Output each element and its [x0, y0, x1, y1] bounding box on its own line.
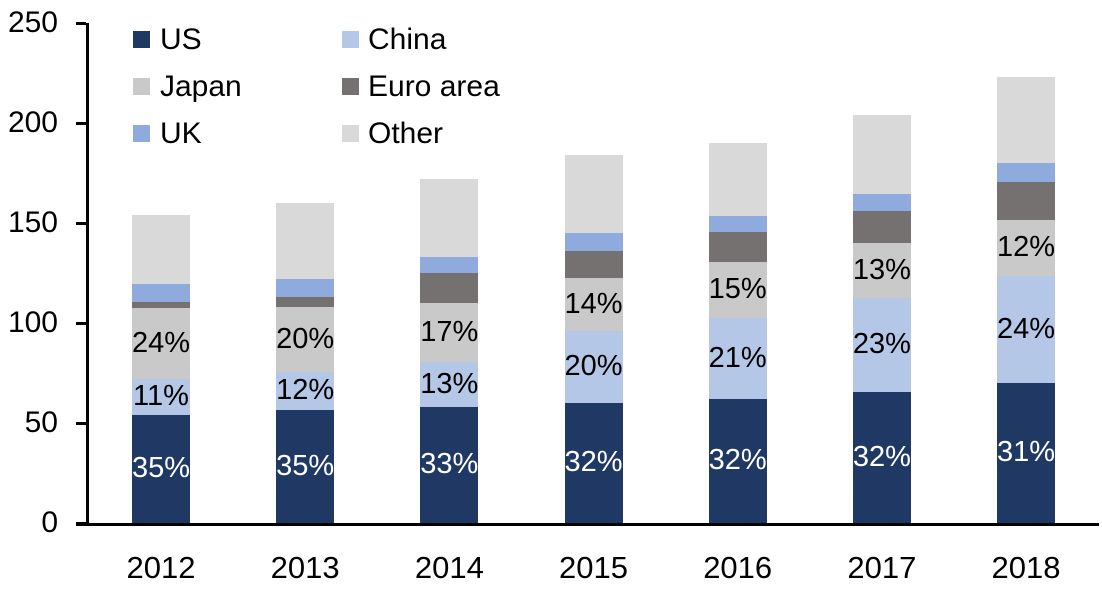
bar-segment-label: 24%	[996, 312, 1056, 345]
bar-segment-label: 13%	[852, 253, 911, 286]
y-tick-label: 250	[7, 6, 58, 39]
y-tick-mark	[76, 222, 86, 225]
x-tick-label: 2013	[270, 550, 340, 585]
x-tick-label: 2018	[991, 550, 1061, 585]
bar-segment-other	[708, 143, 767, 216]
bar-segment-japan	[708, 262, 767, 318]
bar-segment-other	[564, 155, 623, 233]
y-tick-mark	[76, 422, 86, 425]
bar-segment-uk	[132, 284, 190, 302]
legend-swatch-icon	[133, 125, 150, 142]
bar-segment-china	[564, 331, 623, 403]
bar-segment-label: 23%	[852, 328, 911, 360]
bar-segment-euro-area	[708, 232, 767, 262]
bar-segment-label: 24%	[131, 326, 191, 359]
bar-segment-euro-area	[564, 251, 623, 278]
bar-segment-us	[420, 407, 479, 523]
legend-label: UK	[160, 117, 202, 150]
bar-segment-japan	[276, 307, 335, 372]
bar-segment-label: 14%	[564, 287, 623, 320]
y-axis-line	[86, 23, 89, 526]
bar-segment-other	[852, 115, 911, 194]
legend-label: Japan	[160, 70, 242, 103]
bar-segment-euro-area	[132, 302, 190, 308]
bar-segment-other	[276, 203, 335, 279]
bar-segment-label: 13%	[420, 367, 479, 400]
bar-segment-label: 33%	[420, 448, 479, 480]
bar-segment-us	[852, 392, 911, 523]
y-tick-label: 200	[7, 106, 58, 139]
bar-segment-uk	[708, 216, 767, 232]
legend-swatch-icon	[133, 31, 150, 48]
x-tick-label: 2012	[126, 550, 196, 585]
bar-segment-uk	[420, 257, 479, 273]
y-tick-mark	[76, 322, 86, 325]
bar-segment-japan	[564, 278, 623, 331]
x-tick-label: 2015	[559, 550, 628, 585]
bar-segment-japan	[852, 243, 911, 298]
legend-swatch-icon	[133, 78, 150, 95]
bar-segment-label: 12%	[996, 231, 1056, 263]
y-tick-mark	[76, 122, 86, 125]
legend-swatch-icon	[342, 31, 359, 48]
bar-segment-china	[420, 362, 479, 407]
y-tick-label: 150	[7, 206, 58, 239]
bar-segment-label: 11%	[133, 380, 189, 412]
bar-segment-label: 32%	[564, 446, 623, 478]
bar-segment-label: 12%	[276, 374, 335, 406]
bar-segment-china	[852, 298, 911, 392]
bar-segment-label: 32%	[708, 444, 767, 476]
bar-segment-china	[276, 372, 335, 410]
bar-segment-uk	[276, 279, 335, 297]
bar-segment-label: 31%	[996, 436, 1056, 468]
y-tick-label: 100	[7, 306, 58, 339]
x-tick-label: 2017	[847, 550, 917, 585]
bar-segment-japan	[997, 220, 1056, 276]
y-tick-label: 50	[24, 406, 58, 439]
bar-segment-euro-area	[276, 297, 335, 307]
bar-segment-us	[997, 383, 1056, 523]
bar-segment-china	[708, 318, 767, 399]
legend-label: Other	[368, 117, 444, 150]
bar-segment-other	[420, 179, 479, 257]
x-tick-label: 2014	[414, 550, 484, 585]
legend-swatch-icon	[342, 78, 359, 95]
bar-segment-label: 17%	[420, 315, 479, 348]
bar-segment-label: 20%	[564, 350, 623, 382]
bar-segment-japan	[132, 308, 190, 379]
bar-segment-label: 20%	[276, 322, 335, 355]
legend-label: US	[160, 23, 202, 56]
bar-segment-us	[564, 403, 623, 523]
legend-label: China	[368, 23, 447, 56]
bar-segment-uk	[564, 233, 623, 251]
bar-segment-euro-area	[420, 273, 479, 303]
bar-segment-japan	[420, 303, 479, 362]
x-tick-label: 2016	[703, 550, 773, 585]
bar-segment-label: 35%	[131, 452, 191, 484]
bar-segment-china	[132, 379, 190, 415]
y-tick-mark	[76, 22, 86, 25]
bar-segment-china	[997, 276, 1056, 383]
bar-segment-other	[997, 77, 1056, 163]
bar-segment-us	[708, 399, 767, 523]
bar-segment-euro-area	[852, 211, 911, 243]
bar-segment-other	[132, 215, 190, 284]
y-tick-label: 0	[41, 506, 58, 539]
bar-segment-us	[132, 415, 190, 523]
x-axis-line	[76, 523, 1099, 526]
bar-segment-label: 21%	[708, 341, 767, 374]
bar-segment-us	[276, 410, 335, 523]
bar-segment-uk	[997, 163, 1056, 182]
bar-segment-label: 15%	[708, 273, 767, 305]
bar-segment-label: 35%	[276, 449, 335, 482]
legend-swatch-icon	[342, 125, 359, 142]
legend-label: Euro area	[368, 70, 500, 103]
bar-segment-label: 32%	[852, 440, 911, 473]
bar-segment-euro-area	[997, 182, 1056, 220]
bar-segment-uk	[852, 194, 911, 211]
